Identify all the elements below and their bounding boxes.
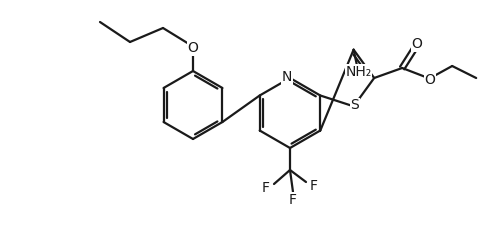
Text: F: F — [310, 179, 318, 193]
Text: S: S — [350, 98, 359, 112]
Text: F: F — [289, 193, 297, 207]
Text: O: O — [425, 73, 435, 87]
Text: O: O — [187, 41, 198, 55]
Text: F: F — [262, 181, 270, 195]
Text: NH₂: NH₂ — [346, 65, 372, 79]
Text: O: O — [412, 37, 423, 51]
Text: N: N — [282, 70, 292, 84]
